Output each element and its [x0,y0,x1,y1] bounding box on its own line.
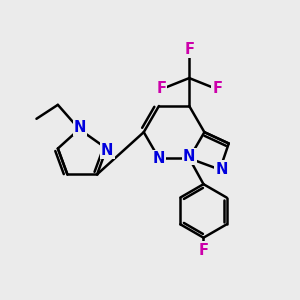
Text: N: N [74,120,86,135]
Text: N: N [153,151,165,166]
Text: F: F [199,243,208,258]
Text: F: F [184,42,194,57]
Text: N: N [101,142,113,158]
Text: N: N [215,161,227,176]
Text: F: F [212,81,222,96]
Text: N: N [183,149,195,164]
Text: F: F [156,81,166,96]
